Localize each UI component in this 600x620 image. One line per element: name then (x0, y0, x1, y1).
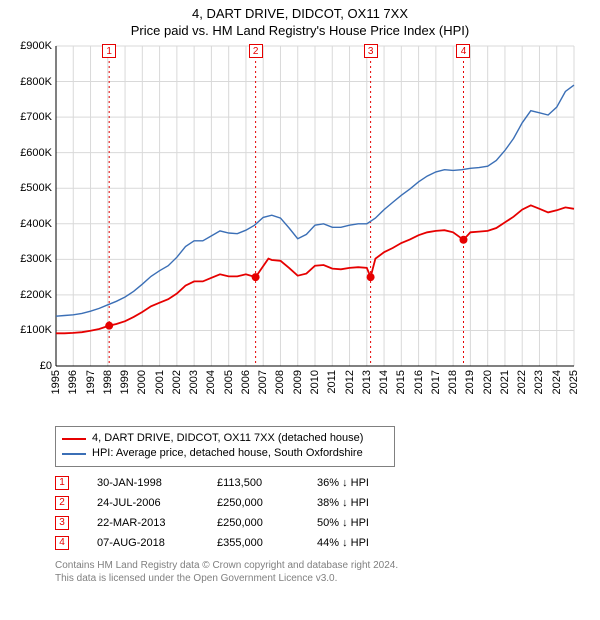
chart: £0 £100K £200K £300K £400K £500K £600K £700K £80… (14, 46, 574, 396)
event-marker: 4 (456, 44, 470, 58)
x-axis-label: 1997 (85, 370, 97, 394)
x-axis-label: 2019 (464, 370, 476, 394)
x-axis-label: 2015 (395, 370, 407, 394)
x-axis-label: 1999 (119, 370, 131, 394)
transaction-price: £355,000 (217, 537, 317, 549)
x-axis-label: 2023 (533, 370, 545, 394)
transaction-row: 2 24-JUL-2006£250,00038% ↓ HPI (55, 493, 600, 513)
x-axis-label: 2000 (136, 370, 148, 394)
transaction-pct: 36% ↓ HPI (317, 477, 417, 489)
x-axis-label: 2014 (378, 370, 390, 394)
y-axis-label: £100K (14, 324, 52, 336)
y-axis-label: £700K (14, 111, 52, 123)
transaction-price: £113,500 (217, 477, 317, 489)
x-axis-label: 2004 (205, 370, 217, 394)
x-axis-label: 2007 (257, 370, 269, 394)
transaction-pct: 38% ↓ HPI (317, 497, 417, 509)
y-axis-label: £0 (14, 360, 52, 372)
x-axis-label: 2003 (188, 370, 200, 394)
legend-swatch (62, 438, 86, 440)
transaction-pct: 50% ↓ HPI (317, 517, 417, 529)
x-axis-label: 2013 (361, 370, 373, 394)
y-axis-label: £400K (14, 218, 52, 230)
footer-line: This data is licensed under the Open Gov… (55, 572, 600, 585)
y-axis-label: £900K (14, 40, 52, 52)
y-axis-label: £200K (14, 289, 52, 301)
transaction-pct: 44% ↓ HPI (317, 537, 417, 549)
transaction-price: £250,000 (217, 497, 317, 509)
legend-item: 4, DART DRIVE, DIDCOT, OX11 7XX (detache… (62, 431, 388, 446)
x-axis-label: 2022 (516, 370, 528, 394)
transaction-row: 3 22-MAR-2013£250,00050% ↓ HPI (55, 513, 600, 533)
legend-label: HPI: Average price, detached house, Sout… (92, 446, 363, 461)
transaction-row: 1 30-JAN-1998£113,50036% ↓ HPI (55, 473, 600, 493)
y-axis-label: £300K (14, 253, 52, 265)
transaction-date: 22-MAR-2013 (97, 517, 217, 529)
x-axis-label: 2002 (171, 370, 183, 394)
x-axis-label: 2010 (309, 370, 321, 394)
chart-subtitle: Price paid vs. HM Land Registry's House … (0, 21, 600, 38)
transaction-row: 4 07-AUG-2018£355,00044% ↓ HPI (55, 533, 600, 553)
transaction-date: 24-JUL-2006 (97, 497, 217, 509)
x-axis-label: 2009 (292, 370, 304, 394)
x-axis-label: 2017 (430, 370, 442, 394)
x-axis-label: 2006 (240, 370, 252, 394)
footer-line: Contains HM Land Registry data © Crown c… (55, 559, 600, 572)
event-marker: 1 (102, 44, 116, 58)
legend-item: HPI: Average price, detached house, Sout… (62, 446, 388, 461)
y-axis-label: £800K (14, 76, 52, 88)
x-axis-label: 2025 (568, 370, 580, 394)
x-axis-label: 2001 (154, 370, 166, 394)
transaction-marker: 2 (55, 496, 69, 510)
transaction-marker: 1 (55, 476, 69, 490)
x-axis-label: 1998 (102, 370, 114, 394)
x-axis-label: 2021 (499, 370, 511, 394)
transaction-price: £250,000 (217, 517, 317, 529)
transaction-marker: 4 (55, 536, 69, 550)
y-axis-label: £500K (14, 182, 52, 194)
plot-region (56, 46, 574, 366)
transactions-table: 1 30-JAN-1998£113,50036% ↓ HPI 2 24-JUL-200… (55, 473, 600, 553)
x-axis-label: 1996 (67, 370, 79, 394)
x-axis-label: 2024 (551, 370, 563, 394)
x-axis-label: 2020 (482, 370, 494, 394)
footer-attribution: Contains HM Land Registry data © Crown c… (55, 559, 600, 585)
y-axis-label: £600K (14, 147, 52, 159)
event-marker: 2 (249, 44, 263, 58)
legend: 4, DART DRIVE, DIDCOT, OX11 7XX (detache… (55, 426, 395, 467)
x-axis-label: 1995 (50, 370, 62, 394)
x-axis-label: 2018 (447, 370, 459, 394)
transaction-date: 30-JAN-1998 (97, 477, 217, 489)
x-axis-label: 2005 (223, 370, 235, 394)
x-axis-label: 2016 (413, 370, 425, 394)
transaction-marker: 3 (55, 516, 69, 530)
x-axis-label: 2012 (344, 370, 356, 394)
x-axis-label: 2011 (326, 370, 338, 394)
legend-label: 4, DART DRIVE, DIDCOT, OX11 7XX (detache… (92, 431, 363, 446)
event-marker: 3 (364, 44, 378, 58)
legend-swatch (62, 453, 86, 455)
transaction-date: 07-AUG-2018 (97, 537, 217, 549)
chart-title: 4, DART DRIVE, DIDCOT, OX11 7XX (0, 0, 600, 21)
x-axis-label: 2008 (274, 370, 286, 394)
